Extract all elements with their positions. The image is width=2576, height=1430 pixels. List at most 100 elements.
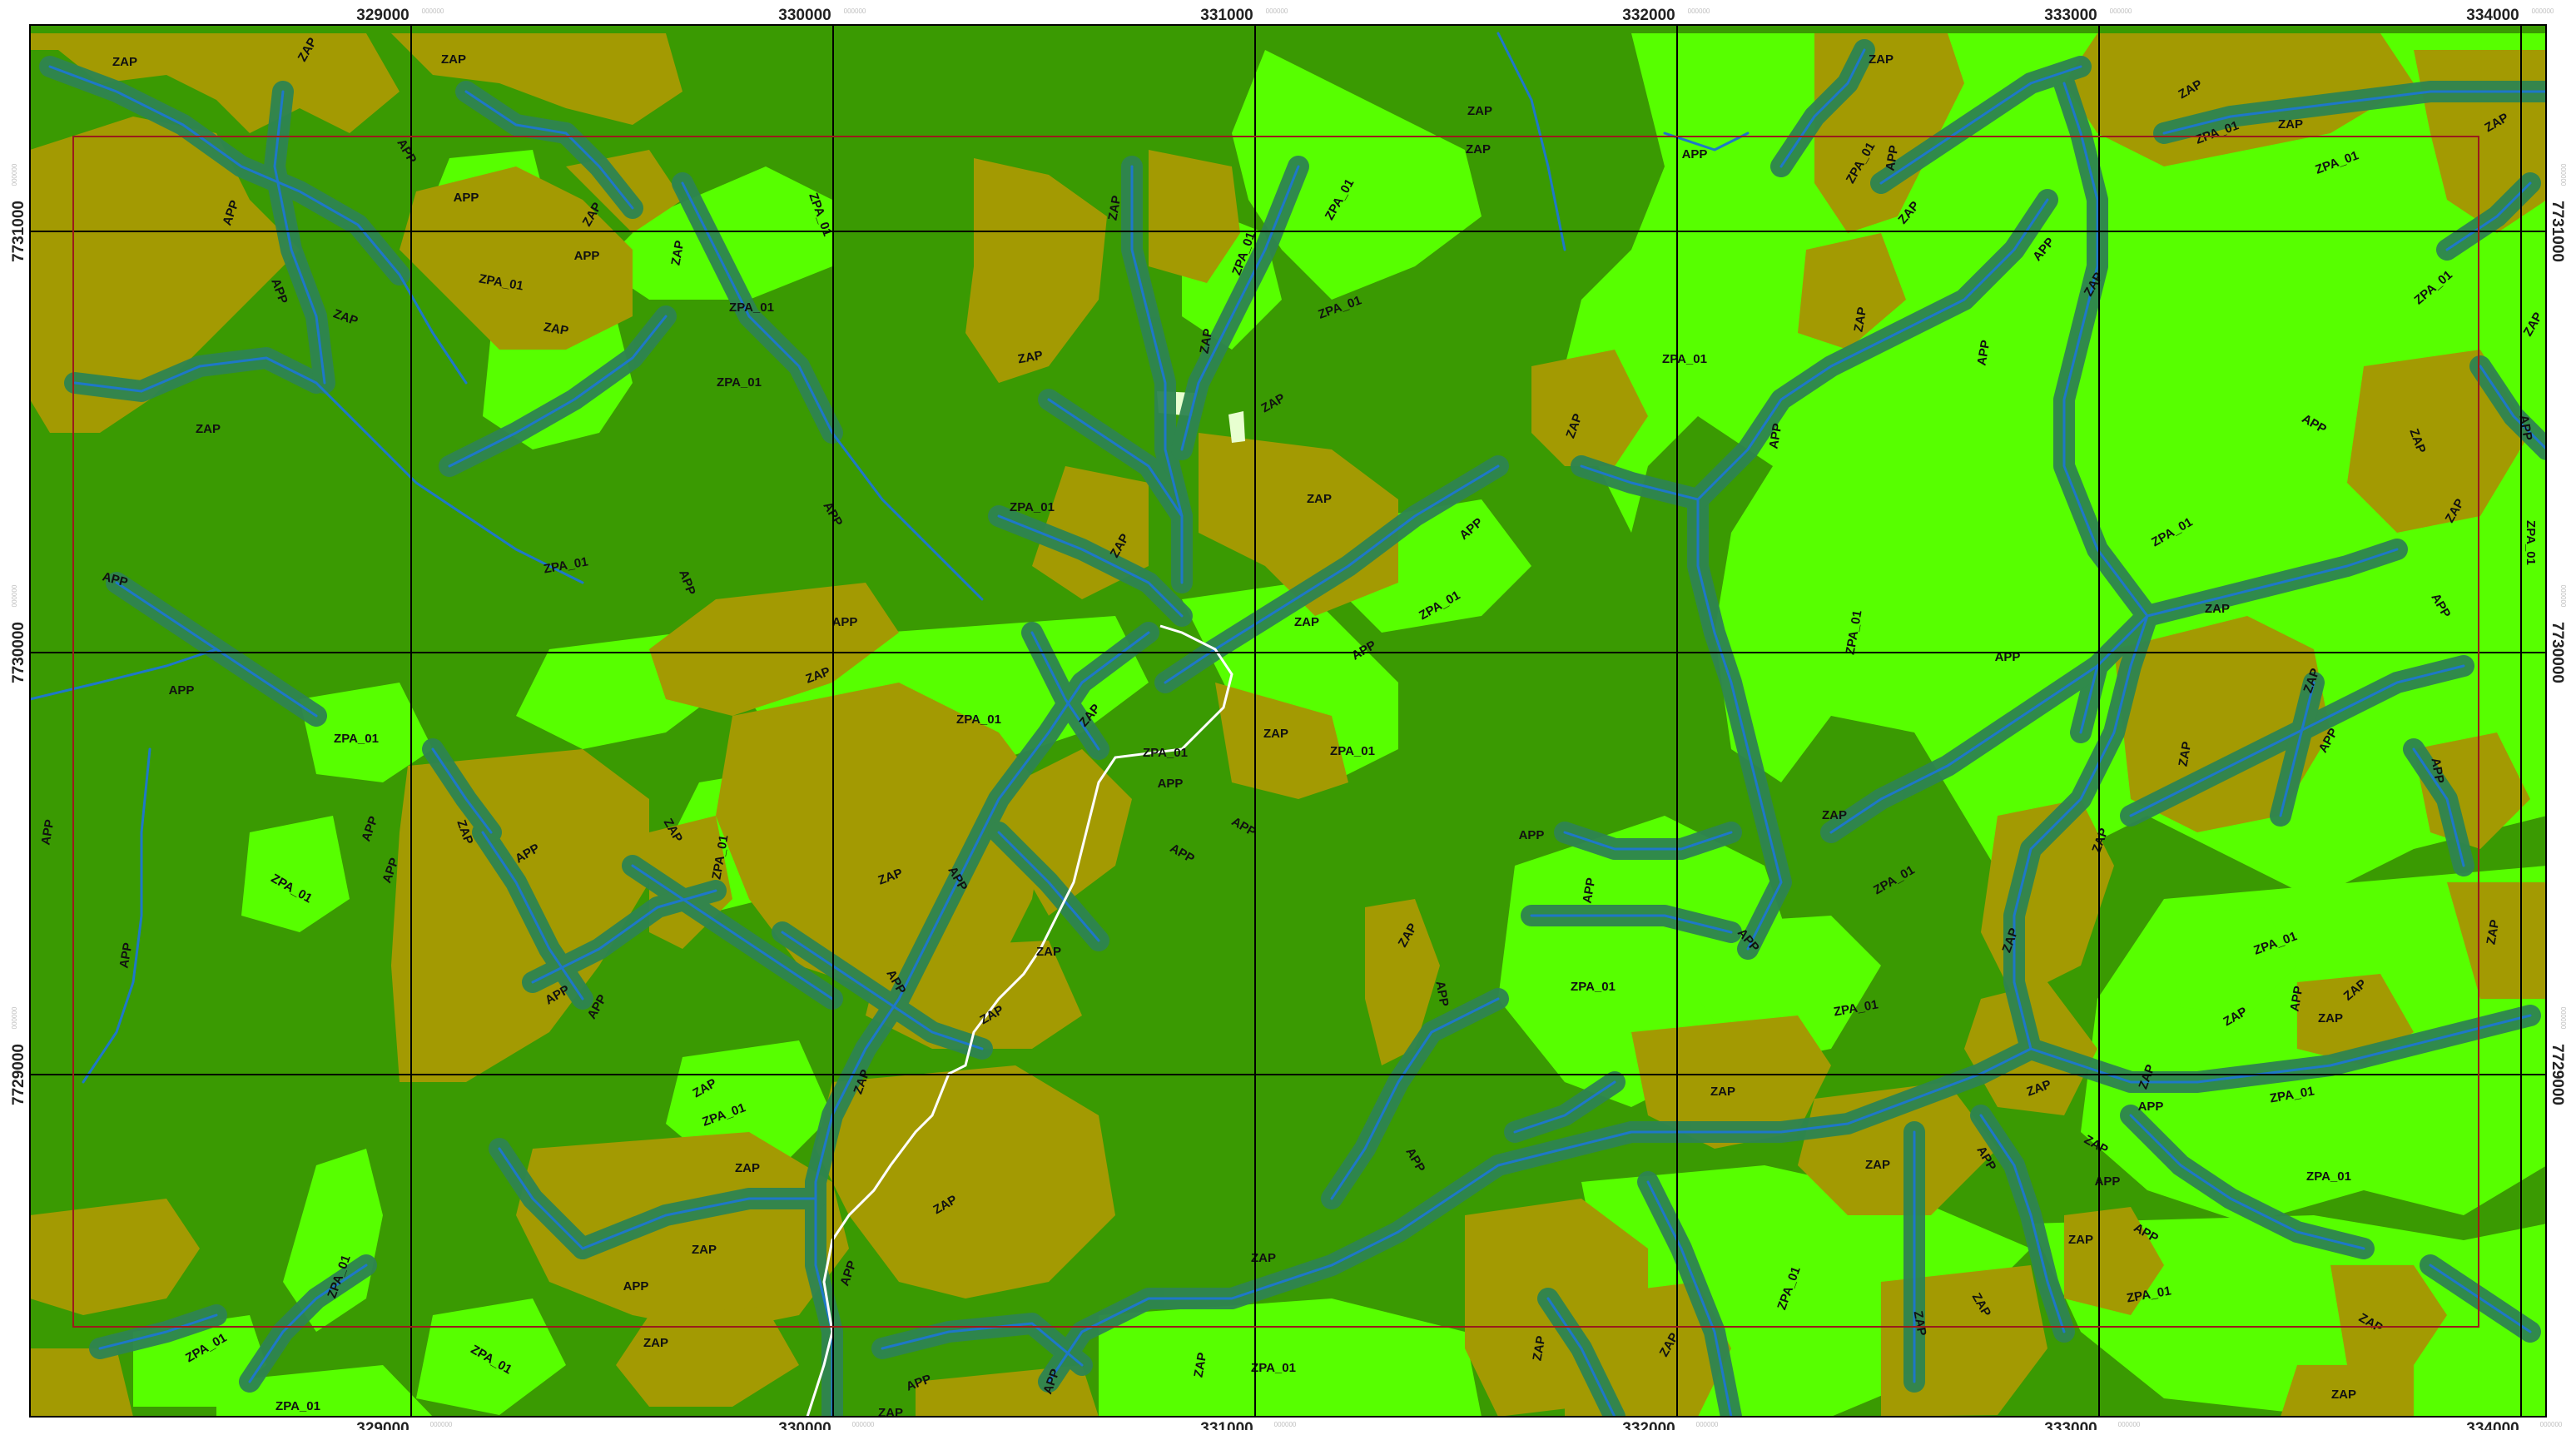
zone-label-zap: ZAP — [2176, 741, 2195, 767]
zone-label-zap: ZAP — [643, 1336, 668, 1350]
zone-label-app: APP — [832, 615, 858, 629]
x-tick-bottom-334000: 334000 — [2466, 1420, 2519, 1430]
zone-label-zap: ZAP — [1251, 1251, 1276, 1265]
y-tick-left-sub-7731000: 000000 — [11, 163, 18, 186]
zone-label-zap: ZAP — [1017, 349, 1044, 367]
zone-label-zap: ZAP — [1466, 142, 1491, 156]
zone-label-zap: ZAP — [1911, 1310, 1929, 1337]
zone-label-app: APP — [1432, 980, 1451, 1007]
y-tick-left-7731000: 7731000 — [10, 201, 27, 262]
zone-label-zpa-01: ZPA_01 — [956, 713, 1001, 727]
zone-label-app: APP — [1519, 828, 1545, 842]
x-tick-bottom-330000: 330000 — [778, 1420, 831, 1430]
zone-label-app: APP — [1974, 339, 1993, 366]
x-tick-bottom-333000: 333000 — [2044, 1420, 2097, 1430]
zone-label-zap: ZAP — [112, 55, 137, 69]
zone-label-zpa-01: ZPA_01 — [1571, 980, 1616, 994]
y-tick-left-sub-7729000: 000000 — [11, 1006, 18, 1029]
x-tick-top-330000: 330000 — [778, 7, 831, 24]
y-tick-right-7731000: 7731000 — [2549, 201, 2566, 262]
x-tick-top-331000: 331000 — [1200, 7, 1253, 24]
x-tick-top-334000: 334000 — [2466, 7, 2519, 24]
zone-label-zap: ZAP — [2205, 602, 2230, 616]
inner-frame — [72, 136, 2479, 1328]
zone-label-zap: ZAP — [441, 52, 466, 67]
zone-label-app: APP — [2138, 1100, 2164, 1114]
zone-label-zpa-01: ZPA_01 — [2524, 520, 2538, 565]
x-tick-top-333000: 333000 — [2044, 7, 2097, 24]
x-tick-top-329000: 329000 — [356, 7, 409, 24]
zone-label-zap: ZAP — [1106, 195, 1124, 221]
x-tick-top-sub-332000: 000000 — [1688, 7, 1710, 15]
bottom-axis-labels: 329000 000000 330000 000000 331000 00000… — [356, 1420, 2563, 1430]
zone-label-zap: ZAP — [1852, 306, 1870, 333]
zone-label-zap: ZAP — [2484, 919, 2503, 946]
x-tick-bottom-sub-334000: 000000 — [2540, 1421, 2563, 1428]
zone-label-zpa-01: ZPA_01 — [1143, 746, 1188, 760]
zone-label-app: APP — [169, 683, 195, 698]
x-tick-bottom-sub-333000: 000000 — [2118, 1421, 2141, 1428]
right-axis-labels: 7731000 000000 7730000 000000 7729000 00… — [2549, 164, 2567, 1105]
zone-label-zap: ZAP — [1307, 492, 1332, 506]
zone-label-app: APP — [1995, 650, 2021, 664]
zone-label-zpa-01: ZPA_01 — [1330, 744, 1375, 758]
x-tick-bottom-332000: 332000 — [1622, 1420, 1675, 1430]
zone-label-app: APP — [117, 941, 135, 969]
zone-label-zap: ZAP — [1192, 1352, 1210, 1378]
zone-label-zpa-01: ZPA_01 — [2306, 1169, 2351, 1184]
y-tick-left-7729000: 7729000 — [10, 1044, 27, 1105]
x-tick-top-332000: 332000 — [1622, 7, 1675, 24]
zone-label-app: APP — [1682, 147, 1708, 161]
zone-label-zpa-01: ZPA_01 — [334, 732, 379, 746]
zone-label-zap: ZAP — [1822, 808, 1847, 822]
y-tick-right-sub-7729000: 000000 — [2559, 1007, 2567, 1030]
zone-label-app: APP — [38, 818, 57, 846]
zone-label-zpa-01: ZPA_01 — [1251, 1361, 1296, 1375]
zone-label-app: APP — [1580, 876, 1598, 904]
y-tick-right-7730000: 7730000 — [2549, 622, 2566, 683]
x-tick-top-sub-334000: 000000 — [2532, 7, 2554, 15]
zone-label-app: APP — [1883, 144, 1901, 171]
zone-label-zap: ZAP — [1263, 727, 1288, 741]
x-tick-top-sub-331000: 000000 — [1266, 7, 1288, 15]
zone-label-zap: ZAP — [1865, 1158, 1890, 1172]
zone-label-zpa-01: ZPA_01 — [1010, 500, 1055, 514]
zone-label-zap: ZAP — [1869, 52, 1894, 67]
zone-label-zap: ZAP — [878, 1406, 903, 1420]
x-tick-bottom-329000: 329000 — [356, 1420, 409, 1430]
zone-label-zap: ZAP — [1294, 615, 1319, 629]
zone-label-app: APP — [2428, 757, 2446, 784]
x-tick-top-sub-329000: 000000 — [422, 7, 444, 15]
zone-label-zap: ZAP — [1710, 1085, 1735, 1099]
zone-label-zap: ZAP — [1198, 328, 1216, 355]
outer-frame — [29, 24, 2547, 1418]
zone-label-app: APP — [1158, 777, 1184, 791]
x-tick-top-sub-333000: 000000 — [2110, 7, 2132, 15]
left-axis-labels: 7731000 000000 7730000 000000 7729000 00… — [10, 163, 27, 1105]
streams — [30, 32, 2546, 1417]
road-line — [806, 624, 1233, 1417]
zone-label-zpa-01: ZPA_01 — [275, 1399, 320, 1413]
zone-label-zap: ZAP — [735, 1161, 760, 1175]
x-tick-bottom-sub-330000: 000000 — [852, 1421, 875, 1428]
zone-label-zap: ZAP — [2068, 1233, 2093, 1247]
zone-label-zap: ZAP — [2278, 117, 2303, 132]
zone-label-zap: ZAP — [196, 422, 221, 436]
zone-label-zap: ZAP — [669, 240, 687, 266]
y-tick-left-7730000: 7730000 — [10, 622, 27, 683]
zone-label-zap: ZAP — [543, 320, 569, 339]
x-tick-bottom-sub-331000: 000000 — [1274, 1421, 1297, 1428]
y-tick-right-sub-7731000: 000000 — [2559, 164, 2567, 186]
zone-label-zap: ZAP — [1036, 945, 1061, 959]
zone-label-zpa-01: ZPA_01 — [1662, 352, 1707, 366]
y-tick-right-7729000: 7729000 — [2549, 1044, 2566, 1105]
zone-label-app: APP — [2287, 985, 2305, 1012]
x-tick-bottom-sub-332000: 000000 — [1696, 1421, 1719, 1428]
zone-label-zap: ZAP — [2318, 1011, 2343, 1025]
zone-label-zpa-01: ZPA_01 — [717, 375, 762, 390]
zone-label-zap: ZAP — [1467, 104, 1492, 118]
zone-label-zap: ZAP — [692, 1243, 717, 1257]
zone-label-app: APP — [2095, 1174, 2121, 1189]
